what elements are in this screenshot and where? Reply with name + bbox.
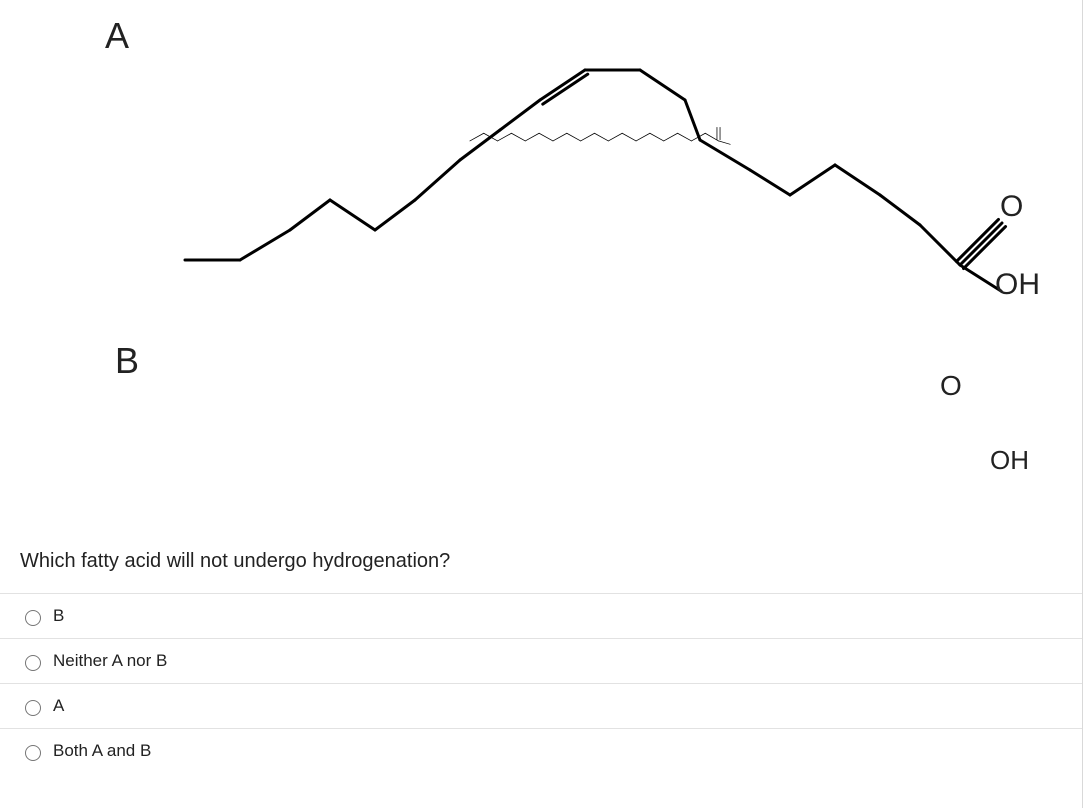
atom-label-o-a: O xyxy=(1000,190,1023,224)
structure-label-b: B xyxy=(115,340,139,382)
option-label: Both A and B xyxy=(53,741,151,761)
atom-label-oh-a: OH xyxy=(995,268,1040,302)
radio-both[interactable] xyxy=(25,745,41,761)
radio-b[interactable] xyxy=(25,610,41,626)
option-label: B xyxy=(53,606,64,626)
radio-a[interactable] xyxy=(25,700,41,716)
question-text: Which fatty acid will not undergo hydrog… xyxy=(0,550,1082,573)
molecule-b xyxy=(95,0,1083,160)
quiz-page: A O OH B O OH Which fatty acid will not … xyxy=(0,0,1083,808)
option-both[interactable]: Both A and B xyxy=(0,728,1082,773)
radio-neither[interactable] xyxy=(25,655,41,671)
atom-label-oh-b: OH xyxy=(990,445,1029,476)
option-b[interactable]: B xyxy=(0,593,1082,638)
structures-diagram: A O OH B O OH xyxy=(0,0,1082,520)
option-neither[interactable]: Neither A nor B xyxy=(0,638,1082,683)
option-a[interactable]: A xyxy=(0,683,1082,728)
answer-options: B Neither A nor B A Both A and B xyxy=(0,593,1082,773)
option-label: Neither A nor B xyxy=(53,651,167,671)
atom-label-o-b: O xyxy=(940,370,962,402)
option-label: A xyxy=(53,696,64,716)
